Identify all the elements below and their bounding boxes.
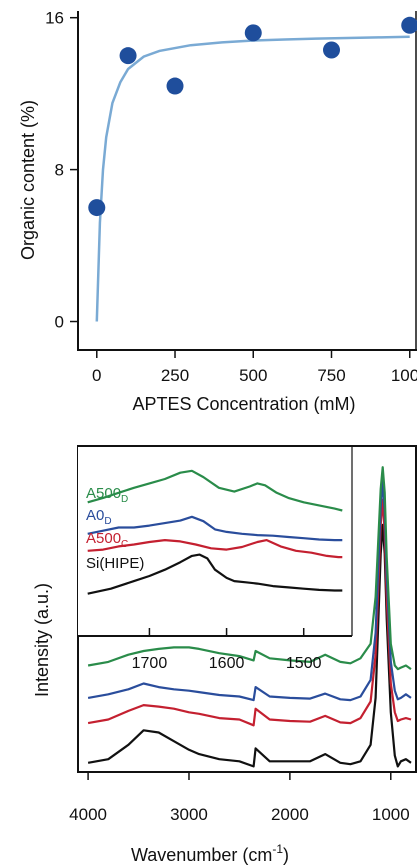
x-tick-label: 500 [239,366,267,385]
x-axis-title: APTES Concentration (mM) [132,394,355,414]
inset-spectrum-line [87,469,343,512]
spectrum-line [87,498,412,727]
legend-a500c-sub: C [121,539,128,550]
data-point [166,77,184,95]
inset-tick-label: 1600 [209,655,245,672]
x-tick-label: 250 [161,366,189,385]
data-point [323,41,340,59]
data-points [88,16,417,217]
legend-a500d-sub: D [121,494,128,505]
y-axis-title: Organic content (%) [18,100,38,260]
x-tick-label: 750 [317,366,345,385]
intensity-axis-title: Intensity (a.u.) [32,583,52,697]
data-point [119,47,137,65]
y-tick-label: 0 [55,313,64,332]
top-axes [77,11,417,351]
x-tick-label: 3000 [170,805,208,824]
inset-tick-label: 1500 [286,655,322,672]
inset: 1700 1600 1500 A500D A0D A500C Si(HIPE) [78,447,353,672]
top-chart: 0 250 500 750 1000 0 8 16 Organic content (%) A… [18,9,417,414]
wavenumber-axis-title: Wavenumber (cm-1) [131,842,289,865]
bottom-chart: 1700 1600 1500 A500D A0D A500C Si(HIPE) 40… [32,445,417,865]
legend-label-a0d: A0D [86,507,112,527]
legend-a500d-name: A500 [86,485,121,502]
legend-a0d-name: A0 [86,507,104,524]
bottom-ticks: 4000 3000 2000 1000 [69,772,410,824]
inset-spectrum-line [87,539,343,559]
x-tick-label: 1000 [372,805,410,824]
inset-background [78,447,352,635]
data-point [244,24,262,42]
inset-spectra [87,469,343,595]
inset-spectrum-line [87,515,343,542]
y-tick-label: 16 [45,9,64,28]
top-ticks: 0 250 500 750 1000 0 8 16 [45,9,417,385]
x-tick-label: 4000 [69,805,107,824]
inset-ticks: 1700 1600 1500 [132,628,322,672]
wavenumber-title-main: Wavenumber (cm [131,845,272,865]
wavenumber-title-end: ) [283,845,289,865]
x-tick-label: 0 [92,366,101,385]
spectrum-line [87,466,412,671]
legend-a0d-sub: D [104,516,111,527]
inset-tick-label: 1700 [132,655,168,672]
main-spectra [87,466,412,768]
x-tick-label: 1000 [391,366,417,385]
legend-a500c-name: A500 [86,530,121,547]
x-tick-label: 2000 [271,805,309,824]
data-point [88,199,106,217]
legend-label-a500d: A500D [86,485,128,505]
spectrum-line [87,523,412,768]
data-point [401,16,417,34]
fit-curve [95,35,410,322]
inset-spectrum-line [87,553,343,595]
legend-label-a500c: A500C [86,530,128,550]
legend-label-sihipe: Si(HIPE) [86,555,144,572]
wavenumber-title-sup: -1 [272,842,283,856]
spectrum-line [87,480,412,702]
y-tick-label: 8 [55,161,64,180]
